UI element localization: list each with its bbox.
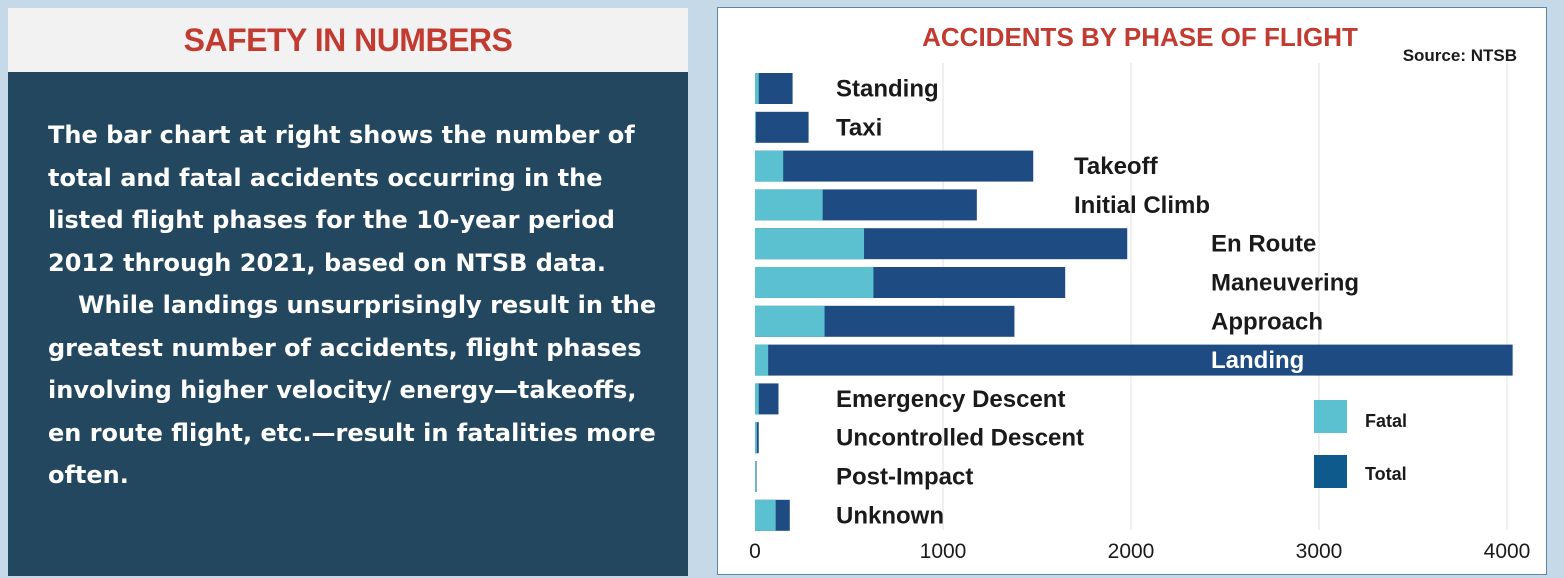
chart-title: ACCIDENTS BY PHASE OF FLIGHT [922, 22, 1358, 52]
bar-total [755, 383, 779, 415]
bar-fatal [755, 111, 756, 143]
bar-total [755, 422, 759, 454]
bar-fatal [755, 461, 756, 492]
category-label: Takeoff [1074, 153, 1159, 180]
legend-label-fatal: Fatal [1365, 411, 1407, 431]
bar-fatal [755, 73, 759, 104]
category-label: Approach [1211, 308, 1323, 335]
x-tick-label: 4000 [1484, 540, 1531, 563]
category-label: Emergency Descent [836, 386, 1065, 413]
bar-fatal [755, 422, 757, 454]
panel-title: SAFETY IN NUMBERS [183, 21, 513, 58]
bar-total [755, 344, 1513, 376]
chart-panel: ACCIDENTS BY PHASE OF FLIGHT Source: NTSB… [717, 7, 1547, 575]
category-label: Post-Impact [836, 464, 973, 491]
x-tick-label: 3000 [1296, 540, 1343, 563]
x-tick-label: 0 [749, 540, 761, 563]
bar-fatal [755, 344, 769, 376]
legend-swatch-fatal [1314, 400, 1347, 433]
category-label: Maneuvering [1211, 270, 1359, 297]
bar-fatal [755, 383, 759, 415]
category-label: Taxi [836, 114, 882, 141]
bar-fatal [755, 499, 776, 531]
bar-total [755, 150, 1034, 182]
category-label: Uncontrolled Descent [836, 425, 1084, 452]
category-label: Initial Climb [1074, 192, 1210, 219]
bar-fatal [755, 150, 784, 182]
category-label: Landing [1211, 347, 1304, 374]
chart-source: Source: NTSB [1403, 46, 1517, 65]
bar-total [755, 111, 809, 143]
category-label: En Route [1211, 231, 1316, 258]
text-panel-header: SAFETY IN NUMBERS [8, 8, 688, 72]
legend-label-total: Total [1365, 464, 1407, 484]
body-paragraph-2: While landings unsurprisingly result in … [48, 291, 657, 489]
category-label: Standing [836, 76, 939, 103]
panel-body: The bar chart at right shows the number … [48, 114, 668, 497]
text-panel: SAFETY IN NUMBERS The bar chart at right… [8, 8, 688, 576]
x-tick-label: 1000 [920, 540, 967, 563]
category-label: Unknown [836, 502, 944, 529]
bar-fatal [755, 189, 823, 221]
bar-fatal [755, 228, 865, 260]
x-tick-label: 2000 [1108, 540, 1155, 563]
legend-swatch-total [1314, 455, 1347, 488]
bar-fatal [755, 267, 874, 298]
body-paragraph-1: The bar chart at right shows the number … [48, 121, 635, 277]
accidents-bar-chart: ACCIDENTS BY PHASE OF FLIGHT Source: NTSB… [749, 22, 1531, 563]
bar-fatal [755, 305, 825, 337]
bar-total [755, 73, 793, 104]
